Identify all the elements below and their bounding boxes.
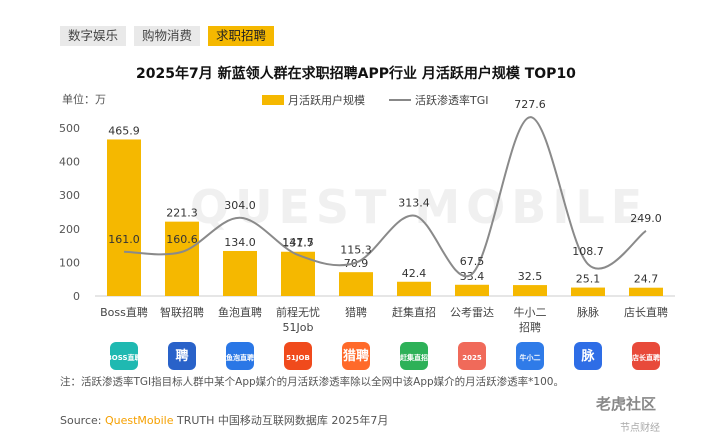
x-tick-label: 51Job — [283, 321, 314, 334]
unit-label: 单位：万 — [62, 93, 106, 106]
y-tick-label: 200 — [59, 223, 80, 236]
app-icon — [342, 342, 370, 370]
x-tick-label: 招聘 — [519, 320, 541, 334]
x-tick-label: 店长直聘 — [624, 305, 668, 319]
source-line: Source: QuestMobile TRUTH 中国移动互联网数据库 202… — [60, 412, 388, 428]
x-tick-label: 脉脉 — [577, 305, 599, 319]
bar — [107, 139, 141, 296]
x-tick-label: 牛小二 — [514, 305, 547, 319]
bar — [629, 287, 663, 296]
app-icon — [400, 342, 428, 370]
source-prefix: Source: — [60, 414, 105, 427]
tgi-value-label: 161.0 — [108, 233, 140, 246]
bar — [165, 221, 199, 296]
bar-value-label: 33.4 — [460, 270, 485, 283]
app-icon-label: 鱼泡直聘 — [226, 353, 254, 362]
tab-shopping[interactable]: 购物消费 — [134, 26, 201, 46]
tgi-value-label: 727.6 — [514, 98, 546, 111]
bar-value-label: 32.5 — [518, 270, 543, 283]
tgi-value-label: 304.0 — [224, 199, 256, 212]
app-icon-label: 聘 — [175, 348, 188, 364]
bar — [455, 284, 489, 296]
bar — [223, 250, 257, 296]
tab-job-recruitment[interactable]: 求职招聘 — [208, 26, 275, 46]
legend-label-line: 活跃渗透率TGI — [415, 94, 489, 107]
y-tick-label: 500 — [59, 122, 80, 135]
tgi-value-label: 160.6 — [166, 233, 198, 246]
app-icon-label: 2025 — [462, 354, 482, 362]
tgi-line — [123, 116, 647, 278]
y-tick-label: 400 — [59, 156, 80, 169]
x-tick-label: 鱼泡直聘 — [218, 305, 262, 319]
app-icon — [458, 342, 486, 370]
app-icon-label: 店长直聘 — [632, 353, 660, 362]
legend-label-bar: 月活跃用户规模 — [288, 94, 365, 107]
bar-value-label: 134.0 — [224, 236, 256, 249]
app-icon — [168, 342, 196, 370]
x-tick-label: 前程无忧 — [276, 305, 320, 319]
app-icon — [516, 342, 544, 370]
chart-title: 2025年7月 新蓝领人群在求职招聘APP行业 月活跃用户规模 TOP10 — [136, 66, 576, 82]
y-tick-label: 100 — [59, 256, 80, 269]
tgi-value-label: 108.7 — [572, 245, 604, 258]
bar-value-label: 465.9 — [108, 124, 140, 137]
source-rest: TRUTH 中国移动互联网数据库 2025年7月 — [173, 414, 389, 427]
app-icon-label: 赶集直招 — [399, 353, 428, 362]
legend-swatch-bar — [262, 95, 284, 105]
corner-watermark: 老虎社区 — [596, 395, 657, 413]
app-icon — [110, 342, 138, 370]
legend-swatch-line — [389, 99, 411, 101]
bar — [571, 287, 605, 296]
bar-value-label: 42.4 — [402, 267, 427, 280]
app-icon — [632, 342, 660, 370]
corner-watermark-sub: 节点财经 — [620, 423, 660, 434]
y-tick-label: 300 — [59, 189, 80, 202]
app-icon-label: 51JOB — [286, 354, 310, 362]
app-icon-label: 猎聘 — [343, 348, 369, 364]
x-tick-label: 赶集直招 — [392, 305, 436, 319]
tgi-value-label: 313.4 — [398, 197, 430, 210]
x-tick-label: 猎聘 — [345, 305, 367, 319]
app-icon — [226, 342, 254, 370]
tgi-value-label: 115.3 — [340, 244, 372, 257]
source-brand: QuestMobile — [104, 414, 174, 427]
x-tick-label: Boss直聘 — [100, 305, 148, 319]
bar — [397, 281, 431, 296]
tab-digital-entertainment[interactable]: 数字娱乐 — [60, 26, 127, 46]
y-tick-label: 0 — [73, 290, 80, 303]
legend-item-bar: 月活跃用户规模 — [262, 92, 365, 108]
legend-item-line: 活跃渗透率TGI — [389, 92, 489, 108]
bar-value-label: 25.1 — [576, 273, 601, 286]
tgi-value-label: 67.5 — [460, 255, 485, 268]
app-icon-label: 牛小二 — [520, 353, 541, 362]
app-icon — [284, 342, 312, 370]
app-icon-label: BOSS直聘 — [106, 353, 141, 362]
chart-legend: 月活跃用户规模 活跃渗透率TGI — [262, 92, 507, 108]
tab-bar: 数字娱乐 购物消费 求职招聘 — [60, 26, 275, 46]
bar — [339, 272, 373, 296]
watermark: QUEST MOBILE — [190, 180, 649, 234]
app-icon-label: 脉 — [580, 348, 595, 364]
bar-value-label: 221.3 — [166, 207, 198, 220]
app-icon — [574, 342, 602, 370]
bar-value-label: 24.7 — [634, 273, 659, 286]
x-tick-label: 智联招聘 — [160, 305, 204, 319]
tgi-value-label: 147.5 — [282, 236, 314, 249]
footnote: 注：活跃渗透率TGI指目标人群中某个App媒介的月活跃渗透率除以全网中该App媒… — [60, 376, 564, 388]
x-tick-label: 公考雷达 — [450, 306, 494, 319]
tgi-value-label: 249.0 — [630, 212, 662, 225]
bar — [513, 285, 547, 296]
bar-value-label: 131.7 — [282, 237, 314, 250]
